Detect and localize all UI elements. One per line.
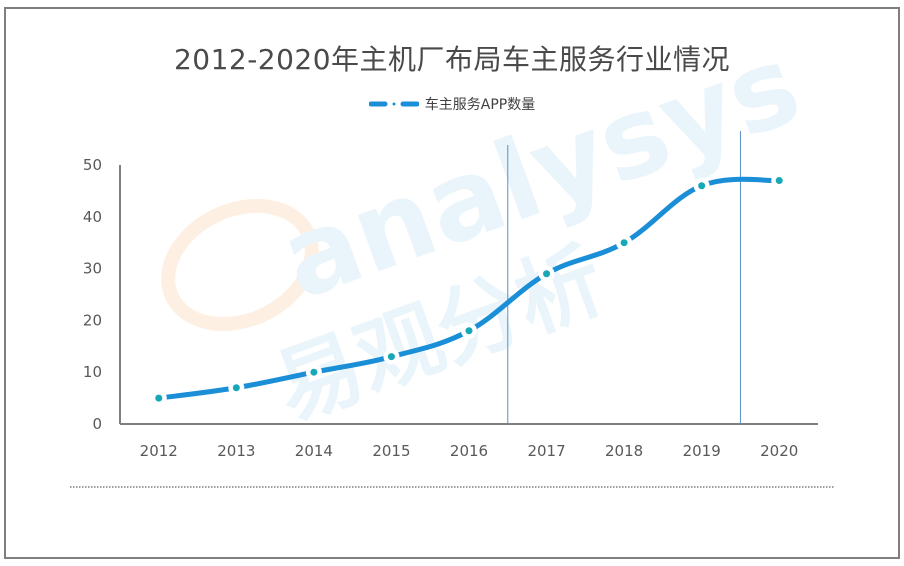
legend-line-icon xyxy=(368,101,419,107)
y-tick-label: 20 xyxy=(83,311,102,329)
x-tick-label: 2017 xyxy=(527,442,565,460)
chart-frame xyxy=(4,7,900,559)
x-tick-label: 2020 xyxy=(760,442,798,460)
x-tick-label: 2014 xyxy=(295,442,333,460)
x-tick-label: 2013 xyxy=(217,442,255,460)
data-point xyxy=(232,384,240,392)
y-tick-label: 30 xyxy=(83,260,102,278)
x-tick-label: 2018 xyxy=(605,442,643,460)
x-tick-label: 2019 xyxy=(683,442,721,460)
x-tick-label: 2012 xyxy=(140,442,178,460)
watermark: analysys 易观分析 xyxy=(161,20,815,440)
x-tick-label: 2016 xyxy=(450,442,488,460)
data-point xyxy=(775,177,783,185)
data-point xyxy=(465,327,473,335)
y-tick-label: 40 xyxy=(83,208,102,226)
data-point xyxy=(620,239,628,247)
data-point xyxy=(543,270,551,278)
legend: 车主服务APP数量 xyxy=(0,94,904,114)
legend-label: 车主服务APP数量 xyxy=(424,97,536,113)
data-point xyxy=(155,394,163,402)
axes: 0 10 20 30 40 50 2012 2013 2014 2015 2016 2017 2018 2… xyxy=(83,156,818,460)
x-tick-label: 2015 xyxy=(372,442,410,460)
data-point xyxy=(698,182,706,190)
y-tick-label: 0 xyxy=(92,415,102,433)
y-tick-label: 10 xyxy=(83,363,102,381)
series-line xyxy=(150,172,788,407)
chart-title: 2012-2020年主机厂布局车主服务行业情况 xyxy=(173,43,731,76)
data-point xyxy=(310,368,318,376)
y-tick-label: 50 xyxy=(83,156,102,174)
data-point xyxy=(387,353,395,361)
